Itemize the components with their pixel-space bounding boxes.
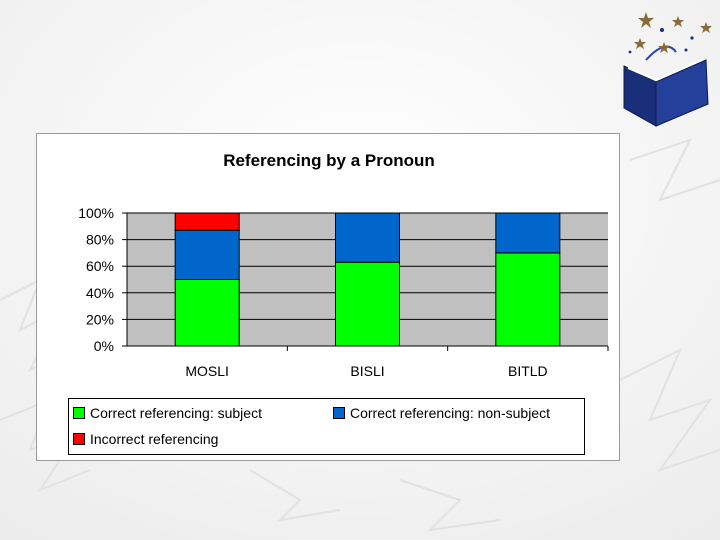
legend-label: Correct referencing: non-subject [350, 405, 550, 421]
chart-svg: Referencing by a Pronoun 0% 20% 40% 60% 80% 1… [78, 151, 609, 379]
x-tick-label: BISLI [350, 363, 384, 379]
legend-entry-subject: Correct referencing: subject [73, 405, 262, 421]
bar-segment-bisli-0 [335, 261, 400, 347]
legend-swatch-blue [333, 407, 345, 419]
bar-segment-bitld-0 [495, 252, 561, 347]
book-stars-logo [623, 12, 712, 127]
y-tick-label: 80% [86, 232, 114, 248]
y-tick-label: 100% [78, 205, 114, 221]
legend-entry-incorrect: Incorrect referencing [73, 431, 218, 447]
y-tick-label: 40% [86, 285, 114, 301]
bar-segment-mosli-0 [174, 279, 240, 347]
chart-legend: Correct referencing: subject Correct ref… [68, 398, 585, 455]
bar-segment-mosli-2 [174, 212, 240, 231]
y-tick-label: 0% [94, 338, 114, 354]
legend-label: Correct referencing: subject [90, 405, 262, 421]
x-tick-label: MOSLI [185, 363, 229, 379]
bar-segment-bitld-1 [495, 212, 561, 254]
y-tick-label: 20% [86, 311, 114, 327]
legend-label: Incorrect referencing [90, 431, 219, 447]
x-tick-label: BITLD [508, 363, 548, 379]
legend-swatch-red [73, 433, 85, 445]
legend-swatch-green [73, 407, 85, 419]
bar-segment-mosli-1 [174, 229, 240, 280]
y-tick-label: 60% [86, 258, 114, 274]
bar-segment-bisli-1 [335, 212, 400, 263]
chart-title: Referencing by a Pronoun [223, 151, 435, 170]
legend-entry-non-subject: Correct referencing: non-subject [333, 405, 550, 421]
